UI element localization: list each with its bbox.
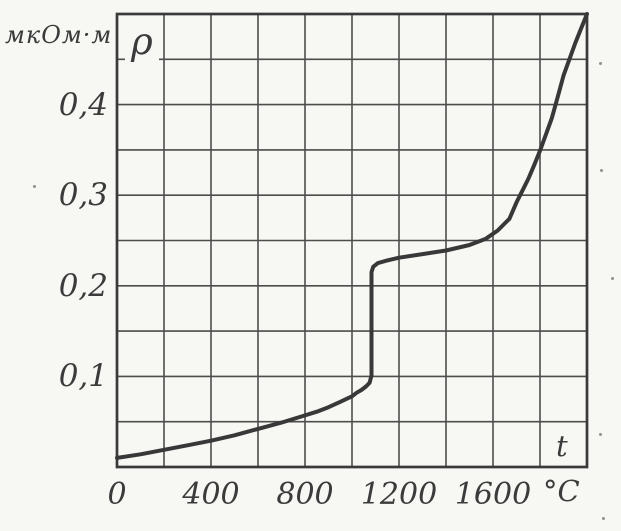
scan-speck xyxy=(602,517,605,520)
y-tick-label: 0,4 xyxy=(58,86,108,123)
grid-lines xyxy=(116,13,588,468)
x-axis-symbol-t: t xyxy=(556,429,568,463)
x-tick-label: 1200 xyxy=(360,477,438,512)
x-tick-label: 800 xyxy=(276,477,334,512)
scan-speck xyxy=(599,433,602,436)
x-axis-unit-label: °C xyxy=(543,474,580,508)
scan-speck xyxy=(611,277,614,280)
x-tick-label: 1600 xyxy=(454,477,532,512)
scan-speck xyxy=(599,62,602,65)
y-tick-label: 0,2 xyxy=(58,267,108,304)
plot-border xyxy=(115,12,589,469)
scan-speck xyxy=(33,185,36,188)
y-axis-symbol-rho: ρ xyxy=(125,21,159,66)
x-tick-label: 0 xyxy=(107,477,127,512)
y-axis-unit-label: мкОм·м xyxy=(5,21,113,49)
scan-speck xyxy=(600,169,603,172)
resistivity-curve xyxy=(115,12,589,460)
y-tick-label: 0,1 xyxy=(58,358,108,395)
y-tick-label: 0,3 xyxy=(58,177,108,214)
x-tick-label: 400 xyxy=(182,477,240,512)
